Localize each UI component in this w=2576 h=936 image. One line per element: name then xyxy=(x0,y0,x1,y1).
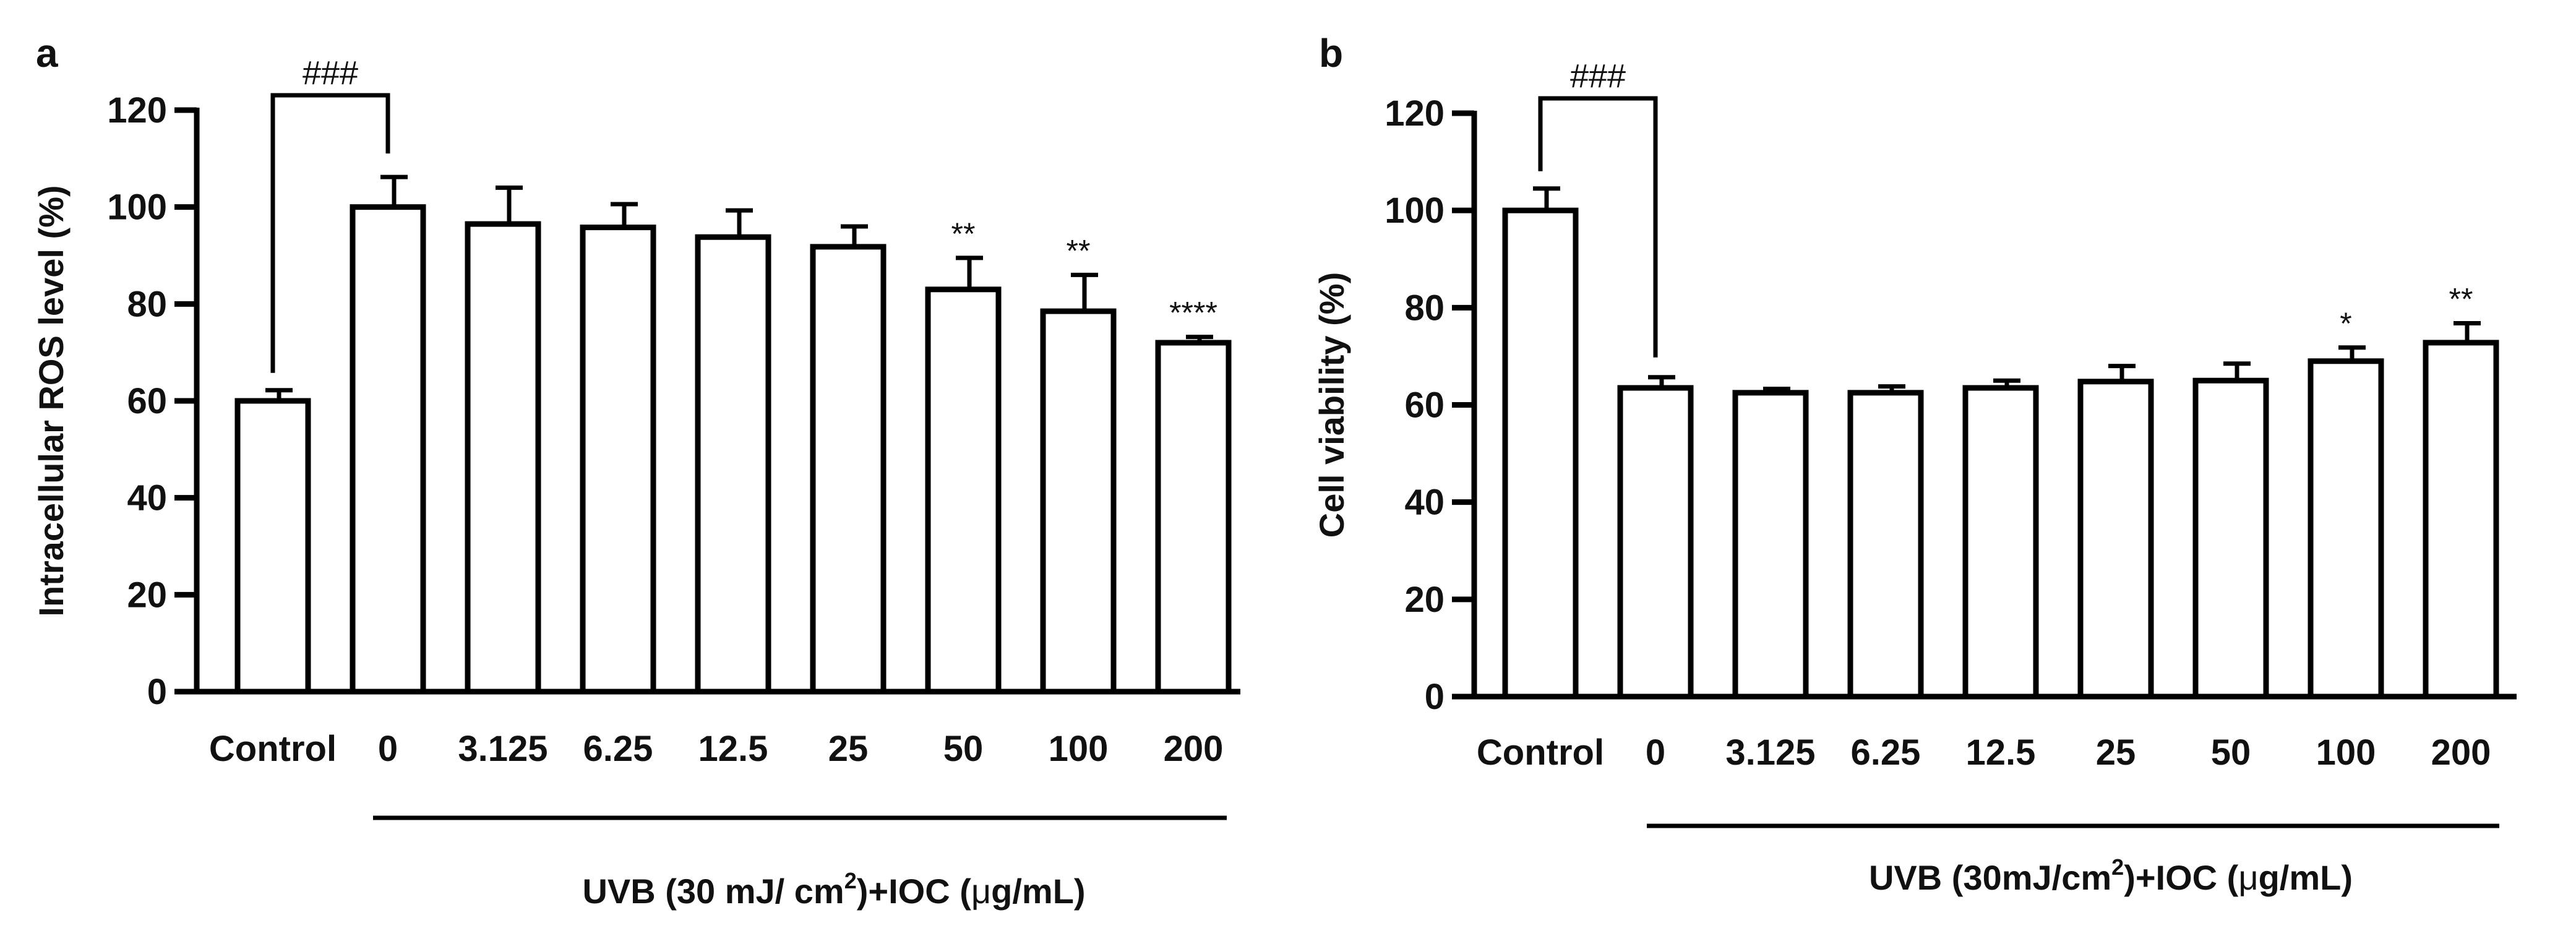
panel-letter: b xyxy=(1319,31,1343,75)
group-label-main: UVB (30mJ/cm xyxy=(1869,858,2111,897)
bar xyxy=(1502,207,1579,700)
bracket-label: ### xyxy=(303,54,358,92)
bar xyxy=(925,286,1002,695)
bar xyxy=(2192,377,2269,700)
x-category-label: Control xyxy=(1477,732,1604,773)
group-label-superscript: 2 xyxy=(2111,854,2124,880)
group-label-rest: )+IOC ( xyxy=(2124,858,2238,897)
y-tick-label: 80 xyxy=(127,284,167,324)
x-category-label: 6.25 xyxy=(583,729,653,769)
group-label-mu: μ xyxy=(971,872,991,911)
x-category-label: 3.125 xyxy=(458,729,547,769)
bar xyxy=(810,244,887,695)
bar xyxy=(1962,385,2039,700)
significance-mark: * xyxy=(2340,306,2351,341)
group-label-unit: g/mL) xyxy=(991,872,1085,911)
x-category-label: 6.25 xyxy=(1851,732,1921,773)
significance-mark: ** xyxy=(951,217,976,251)
group-label-main: UVB (30 mJ/ cm xyxy=(582,872,844,911)
y-tick-label: 60 xyxy=(1404,385,1445,426)
x-category-label: 100 xyxy=(2316,732,2376,773)
bar xyxy=(695,234,771,695)
x-category-label: 25 xyxy=(2096,732,2136,773)
x-category-label: 50 xyxy=(943,729,984,769)
significance-mark: ** xyxy=(2449,281,2473,316)
group-label-rest: )+IOC ( xyxy=(857,872,971,911)
y-axis-title: Intracellular ROS level (%) xyxy=(32,185,71,616)
x-category-label: 12.5 xyxy=(698,729,768,769)
y-tick-label: 120 xyxy=(107,90,167,131)
bar xyxy=(465,221,541,695)
bar xyxy=(2077,379,2154,700)
y-tick-label: 80 xyxy=(1404,288,1445,328)
significance-mark: **** xyxy=(1169,296,1217,330)
bar xyxy=(1617,385,1694,700)
x-category-label: 100 xyxy=(1049,729,1109,769)
y-tick-label: 20 xyxy=(127,575,167,615)
y-tick-label: 120 xyxy=(1385,93,1445,134)
y-tick-label: 20 xyxy=(1404,580,1445,620)
y-tick-label: 0 xyxy=(147,672,167,712)
y-tick-label: 100 xyxy=(1385,191,1445,231)
bar xyxy=(2423,340,2499,700)
significance-mark: ** xyxy=(1067,233,1091,268)
x-category-label: 0 xyxy=(1646,732,1665,773)
bracket-label: ### xyxy=(1570,58,1626,95)
panel-letter: a xyxy=(36,31,58,75)
x-category-label: Control xyxy=(209,729,337,769)
bar xyxy=(1155,340,1232,695)
x-category-label: 12.5 xyxy=(1966,732,2036,773)
bar xyxy=(1040,308,1117,695)
x-category-label: 200 xyxy=(2431,732,2491,773)
y-tick-label: 100 xyxy=(107,187,167,228)
significance-bracket xyxy=(1538,96,1658,358)
y-tick-label: 0 xyxy=(1425,677,1445,717)
y-tick-label: 60 xyxy=(127,381,167,421)
group-label: UVB (30 mJ/ cm2)+IOC (μg/mL) xyxy=(582,868,1085,911)
x-category-label: 3.125 xyxy=(1725,732,1815,773)
bar xyxy=(234,398,311,695)
bar xyxy=(2308,358,2384,700)
group-label-superscript: 2 xyxy=(844,868,857,893)
y-axis-title: Cell viability (%) xyxy=(1312,272,1351,538)
bar xyxy=(1732,390,1809,700)
x-category-label: 25 xyxy=(828,729,869,769)
x-category-label: 50 xyxy=(2211,732,2251,773)
group-label: UVB (30mJ/cm2)+IOC (μg/mL) xyxy=(1869,854,2353,897)
group-label-mu: μ xyxy=(2238,858,2258,897)
group-label-unit: g/mL) xyxy=(2259,858,2353,897)
y-tick-label: 40 xyxy=(127,478,167,518)
x-category-label: 0 xyxy=(378,729,398,769)
bar xyxy=(580,225,656,695)
x-category-label: 200 xyxy=(1164,729,1224,769)
bar xyxy=(350,204,426,695)
y-tick-label: 40 xyxy=(1404,483,1445,523)
significance-bracket xyxy=(270,93,390,373)
bar xyxy=(1847,390,1924,700)
